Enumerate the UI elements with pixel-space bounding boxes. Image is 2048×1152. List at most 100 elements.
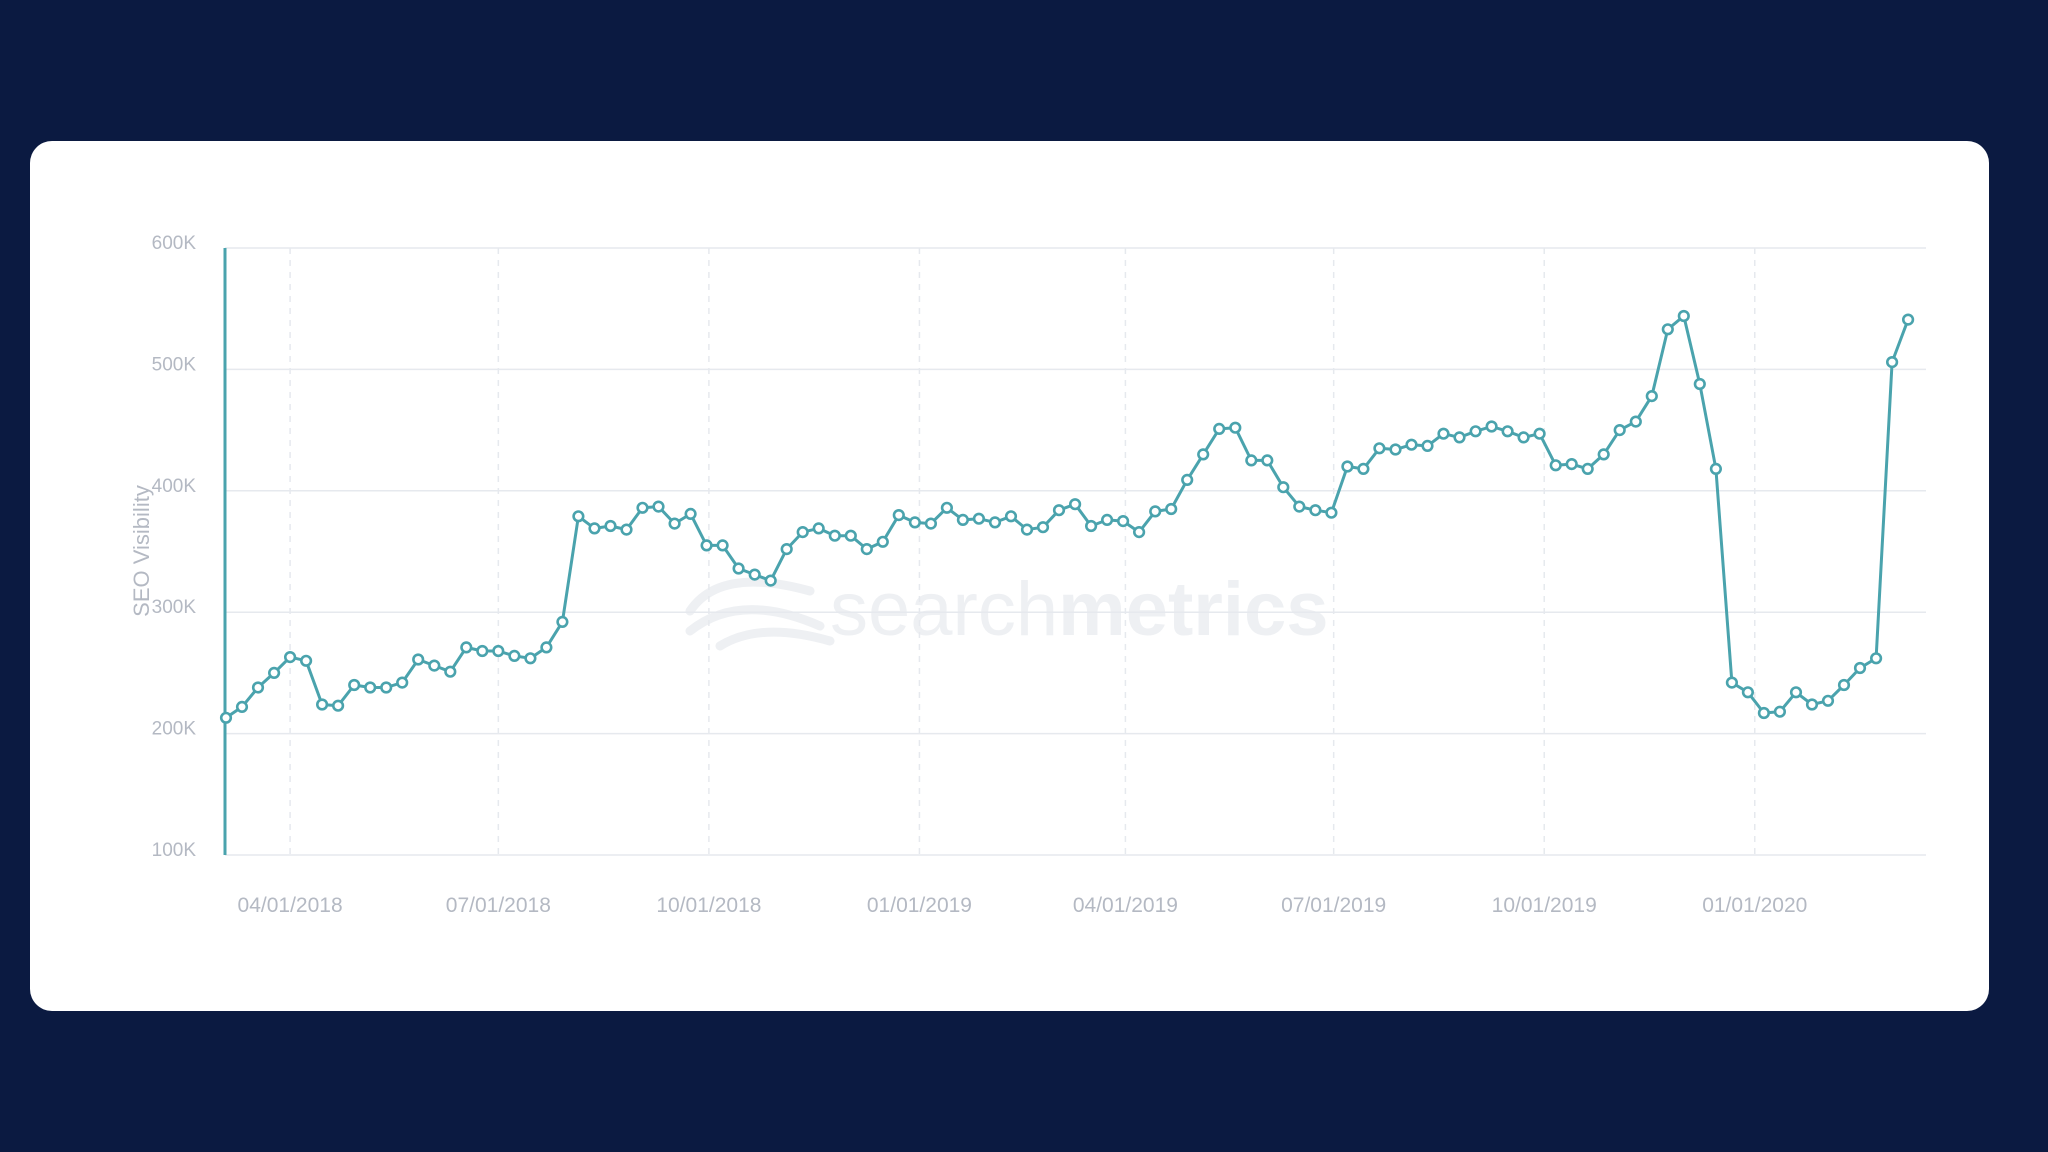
data-point[interactable]: [332, 699, 345, 712]
data-point[interactable]: [1581, 462, 1594, 476]
data-point[interactable]: [1533, 427, 1546, 440]
data-point[interactable]: [540, 641, 553, 654]
data-point[interactable]: [524, 652, 537, 665]
data-point[interactable]: [636, 501, 649, 514]
data-point[interactable]: [1421, 439, 1434, 453]
data-point[interactable]: [444, 665, 457, 678]
data-point[interactable]: [892, 509, 905, 522]
data-point[interactable]: [780, 543, 793, 556]
data-point[interactable]: [684, 507, 697, 521]
data-point[interactable]: [1100, 513, 1114, 527]
data-point[interactable]: [1229, 421, 1242, 434]
data-point[interactable]: [1197, 448, 1210, 461]
data-point[interactable]: [300, 654, 313, 667]
data-point[interactable]: [1677, 309, 1690, 323]
data-point[interactable]: [460, 641, 473, 654]
data-point[interactable]: [380, 681, 393, 694]
data-point[interactable]: [1837, 678, 1851, 692]
data-point[interactable]: [652, 500, 665, 513]
data-point[interactable]: [1149, 505, 1162, 518]
data-point[interactable]: [1052, 504, 1066, 517]
data-point[interactable]: [1709, 462, 1722, 476]
data-point[interactable]: [700, 539, 713, 552]
data-point[interactable]: [764, 574, 777, 587]
data-point[interactable]: [1549, 459, 1562, 472]
data-point[interactable]: [732, 562, 745, 575]
data-point[interactable]: [604, 519, 617, 533]
data-point[interactable]: [1693, 377, 1706, 391]
data-point[interactable]: [1261, 454, 1274, 467]
data-point[interactable]: [1181, 473, 1194, 487]
data-point[interactable]: [1629, 415, 1642, 428]
data-point[interactable]: [235, 700, 249, 714]
data-point[interactable]: [1869, 652, 1883, 665]
data-point[interactable]: [1613, 424, 1626, 437]
data-point[interactable]: [1165, 502, 1178, 516]
data-point[interactable]: [876, 535, 889, 548]
data-point[interactable]: [476, 644, 489, 658]
data-point[interactable]: [1277, 481, 1290, 494]
data-point[interactable]: [1773, 705, 1786, 718]
data-point[interactable]: [620, 523, 633, 536]
data-point[interactable]: [1597, 448, 1610, 461]
data-point[interactable]: [348, 678, 361, 692]
data-point[interactable]: [828, 529, 841, 542]
data-point[interactable]: [748, 568, 761, 581]
data-point[interactable]: [1741, 686, 1754, 699]
data-point[interactable]: [1661, 323, 1674, 336]
data-point[interactable]: [924, 517, 938, 530]
data-point[interactable]: [1565, 458, 1578, 471]
data-point[interactable]: [972, 512, 986, 525]
data-point[interactable]: [556, 615, 569, 629]
data-point[interactable]: [219, 711, 233, 724]
data-point[interactable]: [796, 526, 809, 539]
data-point[interactable]: [364, 681, 377, 694]
data-point[interactable]: [1357, 462, 1370, 476]
data-point[interactable]: [1373, 442, 1386, 455]
data-point[interactable]: [1116, 515, 1130, 528]
data-point[interactable]: [1453, 431, 1466, 444]
data-point[interactable]: [1725, 676, 1738, 689]
data-point[interactable]: [1469, 425, 1482, 438]
data-point[interactable]: [1517, 431, 1530, 444]
data-point[interactable]: [1068, 498, 1082, 511]
data-point[interactable]: [668, 517, 681, 530]
data-point[interactable]: [508, 649, 521, 663]
data-point[interactable]: [988, 516, 1002, 529]
data-point[interactable]: [908, 516, 922, 529]
data-point[interactable]: [1293, 500, 1306, 513]
data-point[interactable]: [1341, 460, 1354, 473]
data-point[interactable]: [316, 698, 329, 711]
data-point[interactable]: [1437, 427, 1450, 440]
data-point[interactable]: [1853, 661, 1867, 675]
data-point[interactable]: [1485, 420, 1498, 433]
data-point[interactable]: [428, 659, 441, 672]
data-point[interactable]: [956, 513, 970, 527]
data-point[interactable]: [1789, 686, 1803, 699]
data-point[interactable]: [716, 539, 729, 552]
data-point[interactable]: [1004, 510, 1018, 523]
data-point[interactable]: [1885, 356, 1899, 369]
data-point[interactable]: [396, 676, 409, 689]
data-point[interactable]: [588, 522, 601, 535]
data-point[interactable]: [812, 522, 825, 535]
data-point[interactable]: [1245, 454, 1258, 467]
data-point[interactable]: [1132, 526, 1146, 539]
data-point[interactable]: [1389, 443, 1402, 456]
data-point[interactable]: [1213, 422, 1226, 436]
data-point[interactable]: [412, 653, 425, 666]
data-point[interactable]: [1645, 390, 1658, 403]
data-point[interactable]: [1036, 521, 1050, 534]
data-point[interactable]: [844, 529, 857, 542]
data-point[interactable]: [1805, 698, 1819, 711]
data-point[interactable]: [940, 501, 954, 514]
data-point[interactable]: [1325, 506, 1338, 519]
data-point[interactable]: [1501, 425, 1514, 438]
data-point[interactable]: [1821, 694, 1835, 707]
data-point[interactable]: [1309, 504, 1322, 517]
data-point[interactable]: [284, 650, 297, 664]
data-point[interactable]: [860, 543, 873, 556]
data-point[interactable]: [572, 510, 585, 523]
data-point[interactable]: [268, 666, 281, 680]
data-point[interactable]: [492, 644, 505, 658]
